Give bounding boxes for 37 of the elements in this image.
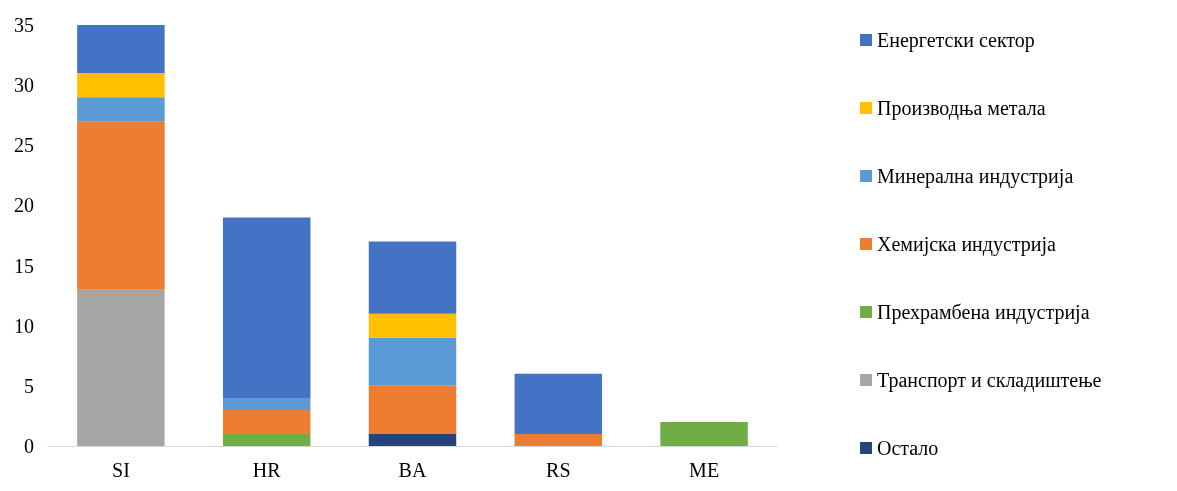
x-tick-label: ME: [689, 459, 720, 481]
legend-label: Остало: [877, 437, 939, 459]
bar: [368, 433, 457, 446]
bar: [77, 289, 165, 446]
bar: [77, 121, 165, 290]
bar: [222, 433, 311, 446]
y-tick-label: 20: [14, 194, 34, 217]
bar: [222, 397, 311, 410]
bar: [660, 421, 748, 446]
y-tick-label: 15: [14, 254, 34, 277]
bar: [514, 433, 603, 446]
y-tick-label: 5: [24, 374, 34, 397]
bar: [222, 409, 311, 434]
x-tick-label: BA: [398, 459, 427, 481]
bar: [77, 73, 165, 98]
legend-label: Производња метала: [877, 97, 1046, 120]
bar: [77, 25, 165, 74]
y-tick-label: 0: [24, 435, 34, 457]
bar: [77, 97, 165, 122]
x-tick-label: RS: [546, 459, 571, 481]
y-tick-label: 30: [14, 74, 34, 97]
legend-label: Минерална индустрија: [877, 165, 1074, 188]
y-tick-label: 10: [14, 314, 34, 337]
bar: [368, 241, 457, 314]
bar: [222, 217, 311, 398]
bar: [368, 337, 457, 386]
legend-label: Прехрамбена индустрија: [877, 301, 1090, 324]
y-tick-label: 35: [14, 14, 34, 36]
bar: [514, 373, 603, 434]
bar: [368, 313, 457, 338]
x-tick-label: SI: [112, 459, 130, 481]
y-tick-label: 25: [14, 134, 34, 157]
legend-label: Енергетски сектор: [877, 29, 1035, 52]
bar: [368, 385, 457, 434]
x-tick-label: HR: [252, 459, 282, 481]
legend-label: Хемијска индустрија: [877, 233, 1057, 256]
legend-label: Транспорт и складиштење: [877, 369, 1102, 392]
